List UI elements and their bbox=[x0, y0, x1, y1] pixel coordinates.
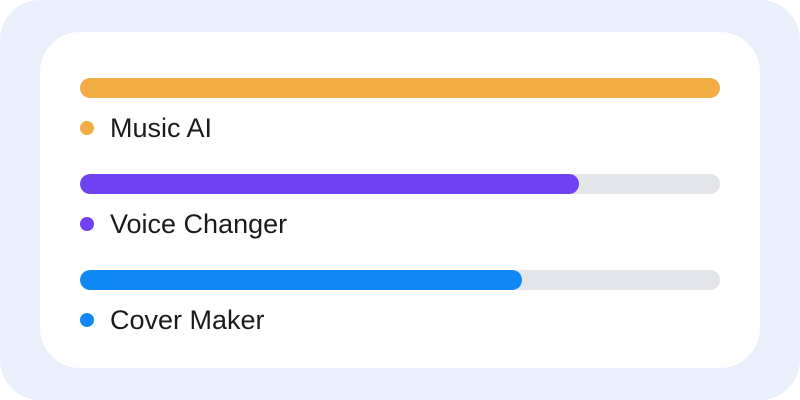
legend-item-voice-changer: Voice Changer bbox=[80, 204, 720, 244]
bar-row-voice-changer: Voice Changer bbox=[80, 174, 720, 244]
chart-card: Music AI Voice Changer Cover Maker bbox=[40, 32, 760, 368]
legend-dot-music-ai bbox=[80, 121, 94, 135]
legend-label-cover-maker: Cover Maker bbox=[110, 305, 265, 335]
bar-cover-maker bbox=[80, 270, 522, 290]
legend-item-music-ai: Music AI bbox=[80, 108, 720, 148]
bar-music-ai bbox=[80, 78, 720, 98]
legend-label-voice-changer: Voice Changer bbox=[110, 209, 288, 239]
legend-item-cover-maker: Cover Maker bbox=[80, 300, 720, 340]
legend-label-music-ai: Music AI bbox=[110, 113, 213, 143]
bar-track bbox=[80, 270, 720, 290]
legend-dot-cover-maker bbox=[80, 313, 94, 327]
bar-track bbox=[80, 174, 720, 194]
legend-dot-voice-changer bbox=[80, 217, 94, 231]
bar-track bbox=[80, 78, 720, 98]
bar-row-music-ai: Music AI bbox=[80, 78, 720, 148]
bar-row-cover-maker: Cover Maker bbox=[80, 270, 720, 340]
bar-voice-changer bbox=[80, 174, 580, 194]
